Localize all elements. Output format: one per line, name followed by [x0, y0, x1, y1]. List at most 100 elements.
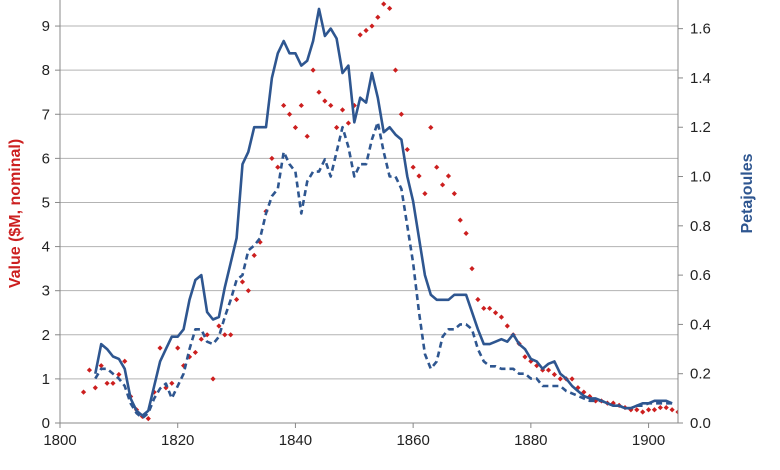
x-tick-label: 1880 — [514, 432, 547, 449]
left-tick-label: 0 — [42, 415, 50, 432]
value-point — [286, 111, 293, 117]
value-point — [375, 14, 381, 20]
value-point — [145, 415, 151, 422]
value-point — [392, 67, 399, 73]
value-point — [669, 407, 675, 413]
value-point — [251, 252, 257, 258]
energy-line-dashed — [94, 121, 673, 420]
value-point — [357, 32, 363, 38]
value-point — [569, 376, 575, 382]
value-point — [381, 1, 387, 7]
value-point — [363, 27, 369, 34]
value-point — [204, 332, 210, 338]
value-point — [457, 217, 463, 223]
left-tick-label: 1 — [42, 371, 50, 388]
value-point — [628, 407, 634, 413]
left-tick-label: 8 — [42, 62, 50, 79]
value-point — [245, 288, 251, 294]
value-point — [210, 376, 216, 382]
right-tick-label: 0.4 — [690, 316, 711, 333]
value-point — [404, 146, 410, 153]
value-point — [316, 89, 322, 95]
right-tick-label: 0.8 — [690, 218, 711, 235]
value-point — [645, 407, 652, 413]
value-point — [369, 23, 375, 29]
value-point — [322, 98, 328, 104]
value-point — [416, 173, 422, 179]
value-point — [86, 367, 93, 373]
series-group — [80, 1, 678, 422]
value-point — [398, 111, 404, 117]
value-point — [175, 345, 181, 351]
value-point — [110, 380, 116, 386]
value-point — [98, 363, 104, 369]
value-point — [304, 133, 310, 139]
right-tick-label: 0.6 — [690, 267, 711, 284]
right-tick-label: 1.0 — [690, 169, 711, 186]
value-point — [275, 164, 281, 170]
value-point — [192, 349, 198, 356]
value-point — [334, 124, 340, 131]
value-point — [222, 332, 228, 338]
left-axis-title: Value ($M, nominal) — [7, 139, 24, 288]
value-point — [481, 305, 487, 311]
x-tick-label: 1900 — [632, 432, 665, 449]
value-point — [475, 296, 481, 303]
value-point — [80, 389, 87, 395]
x-tick-label: 1860 — [396, 432, 429, 449]
value-point — [522, 354, 528, 360]
value-point — [151, 389, 157, 395]
value-point — [410, 164, 416, 170]
left-tick-label: 2 — [42, 327, 50, 344]
x-tick-label: 1800 — [43, 432, 76, 449]
right-tick-label: 1.4 — [690, 70, 711, 87]
value-point — [104, 380, 110, 386]
value-point — [92, 385, 98, 391]
value-point — [298, 102, 304, 109]
value-point — [663, 404, 669, 411]
plot-area — [80, 1, 678, 422]
value-point — [257, 239, 263, 245]
value-point — [328, 102, 334, 109]
value-point — [163, 385, 169, 391]
tick-labels: 0 1 2 3 4 5 6 7 8 9 0.0 0.2 0.4 0.6 0.8 1.0 1.2 1.4 1.6 180… — [42, 18, 711, 449]
value-point — [445, 173, 452, 179]
value-point — [587, 393, 593, 400]
value-point — [492, 310, 499, 316]
value-point — [216, 323, 222, 329]
left-tick-label: 5 — [42, 194, 50, 211]
value-point — [610, 400, 616, 406]
x-tick-label: 1840 — [279, 432, 312, 449]
left-tick-label: 9 — [42, 18, 50, 35]
value-point — [463, 230, 469, 236]
value-point — [451, 191, 457, 197]
value-point — [551, 371, 557, 378]
value-point — [434, 164, 440, 170]
left-tick-label: 4 — [42, 239, 50, 256]
value-point — [528, 358, 534, 364]
value-point — [310, 67, 316, 73]
value-point — [487, 305, 493, 311]
value-point — [198, 336, 204, 342]
value-point — [651, 407, 658, 413]
value-point — [116, 371, 122, 378]
value-point — [345, 120, 351, 126]
value-point — [233, 296, 240, 303]
value-point — [387, 5, 393, 12]
energy-line-solid — [94, 7, 673, 417]
right-tick-label: 1.6 — [690, 21, 711, 38]
x-tick-label: 1820 — [161, 432, 194, 449]
value-point — [657, 404, 663, 411]
value-point — [281, 102, 287, 109]
left-tick-label: 3 — [42, 283, 50, 300]
right-tick-label: 0.0 — [690, 415, 711, 432]
value-point — [640, 409, 646, 415]
gridlines — [60, 25, 678, 380]
axes — [55, 0, 683, 428]
value-point — [428, 124, 434, 131]
value-point — [634, 407, 640, 413]
right-tick-label: 0.2 — [690, 366, 711, 383]
value-point — [228, 332, 234, 338]
